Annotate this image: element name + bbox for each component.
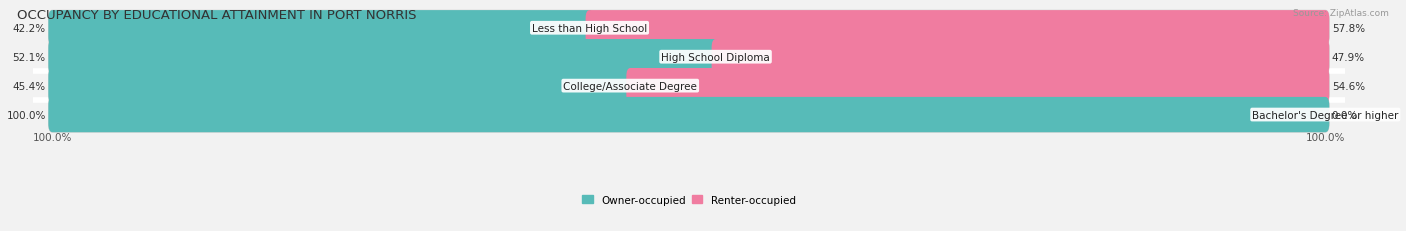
Text: Less than High School: Less than High School: [531, 24, 647, 34]
Text: 0.0%: 0.0%: [1331, 110, 1358, 120]
FancyBboxPatch shape: [48, 40, 720, 75]
Text: Bachelor's Degree or higher: Bachelor's Degree or higher: [1253, 110, 1399, 120]
FancyBboxPatch shape: [48, 97, 1329, 133]
Text: 57.8%: 57.8%: [1331, 24, 1365, 34]
Text: 52.1%: 52.1%: [13, 52, 46, 62]
Text: High School Diploma: High School Diploma: [661, 52, 770, 62]
FancyBboxPatch shape: [48, 11, 1329, 46]
Text: 54.6%: 54.6%: [1331, 81, 1365, 91]
FancyBboxPatch shape: [48, 69, 1329, 104]
Text: 100.0%: 100.0%: [32, 133, 72, 143]
Text: Source: ZipAtlas.com: Source: ZipAtlas.com: [1294, 9, 1389, 18]
Text: OCCUPANCY BY EDUCATIONAL ATTAINMENT IN PORT NORRIS: OCCUPANCY BY EDUCATIONAL ATTAINMENT IN P…: [17, 9, 416, 22]
FancyBboxPatch shape: [48, 97, 1329, 133]
Text: 100.0%: 100.0%: [7, 110, 46, 120]
Text: 47.9%: 47.9%: [1331, 52, 1365, 62]
FancyBboxPatch shape: [48, 40, 1329, 75]
Text: College/Associate Degree: College/Associate Degree: [564, 81, 697, 91]
Text: 100.0%: 100.0%: [1306, 133, 1346, 143]
FancyBboxPatch shape: [626, 69, 1329, 104]
Text: 42.2%: 42.2%: [13, 24, 46, 34]
FancyBboxPatch shape: [711, 40, 1329, 75]
FancyBboxPatch shape: [48, 69, 634, 104]
FancyBboxPatch shape: [585, 11, 1329, 46]
FancyBboxPatch shape: [48, 11, 593, 46]
Legend: Owner-occupied, Renter-occupied: Owner-occupied, Renter-occupied: [582, 195, 796, 205]
Text: 45.4%: 45.4%: [13, 81, 46, 91]
